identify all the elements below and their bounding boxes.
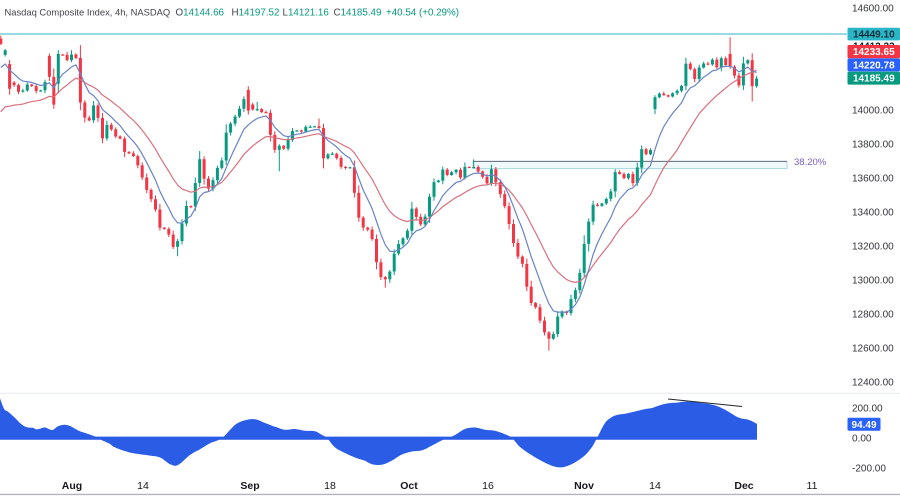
- svg-text:94.49: 94.49: [851, 420, 876, 431]
- svg-text:C14185.49: C14185.49: [334, 7, 382, 18]
- svg-text:Nov: Nov: [574, 480, 594, 492]
- svg-text:L14121.16: L14121.16: [283, 7, 330, 18]
- svg-text:14: 14: [649, 480, 661, 492]
- svg-text:12600.00: 12600.00: [852, 344, 894, 355]
- svg-text:14600.00: 14600.00: [852, 4, 894, 15]
- svg-text:38.20%: 38.20%: [794, 157, 827, 168]
- svg-text:12800.00: 12800.00: [852, 310, 894, 321]
- svg-text:Sep: Sep: [240, 480, 259, 492]
- svg-text:-200.00: -200.00: [852, 464, 886, 475]
- svg-text:12400.00: 12400.00: [852, 378, 894, 389]
- svg-text:14220.78: 14220.78: [853, 61, 895, 72]
- svg-text:16: 16: [482, 480, 494, 492]
- svg-text:13600.00: 13600.00: [852, 174, 894, 185]
- svg-text:Nasdaq Composite Index, 4h, NA: Nasdaq Composite Index, 4h, NASDAQ: [5, 6, 171, 17]
- svg-text:Aug: Aug: [62, 480, 82, 492]
- svg-text:Oct: Oct: [400, 480, 418, 492]
- svg-text:14233.65: 14233.65: [853, 47, 895, 58]
- svg-text:Dec: Dec: [734, 480, 753, 492]
- svg-text:14: 14: [137, 480, 149, 492]
- svg-text:18: 18: [324, 480, 336, 492]
- svg-text:13400.00: 13400.00: [852, 208, 894, 219]
- svg-text:O14144.66: O14144.66: [176, 7, 225, 18]
- svg-text:13000.00: 13000.00: [852, 276, 894, 287]
- svg-text:200.00: 200.00: [852, 404, 883, 415]
- svg-text:+40.54 (+0.29%): +40.54 (+0.29%): [386, 7, 459, 18]
- svg-text:14185.49: 14185.49: [853, 74, 895, 85]
- svg-text:11: 11: [807, 480, 818, 492]
- svg-text:0.00: 0.00: [852, 434, 872, 445]
- svg-text:13800.00: 13800.00: [852, 140, 894, 151]
- svg-text:14449.10: 14449.10: [853, 30, 895, 41]
- svg-text:H14197.52: H14197.52: [232, 7, 280, 18]
- svg-text:14000.00: 14000.00: [852, 106, 894, 117]
- svg-text:13200.00: 13200.00: [852, 242, 894, 253]
